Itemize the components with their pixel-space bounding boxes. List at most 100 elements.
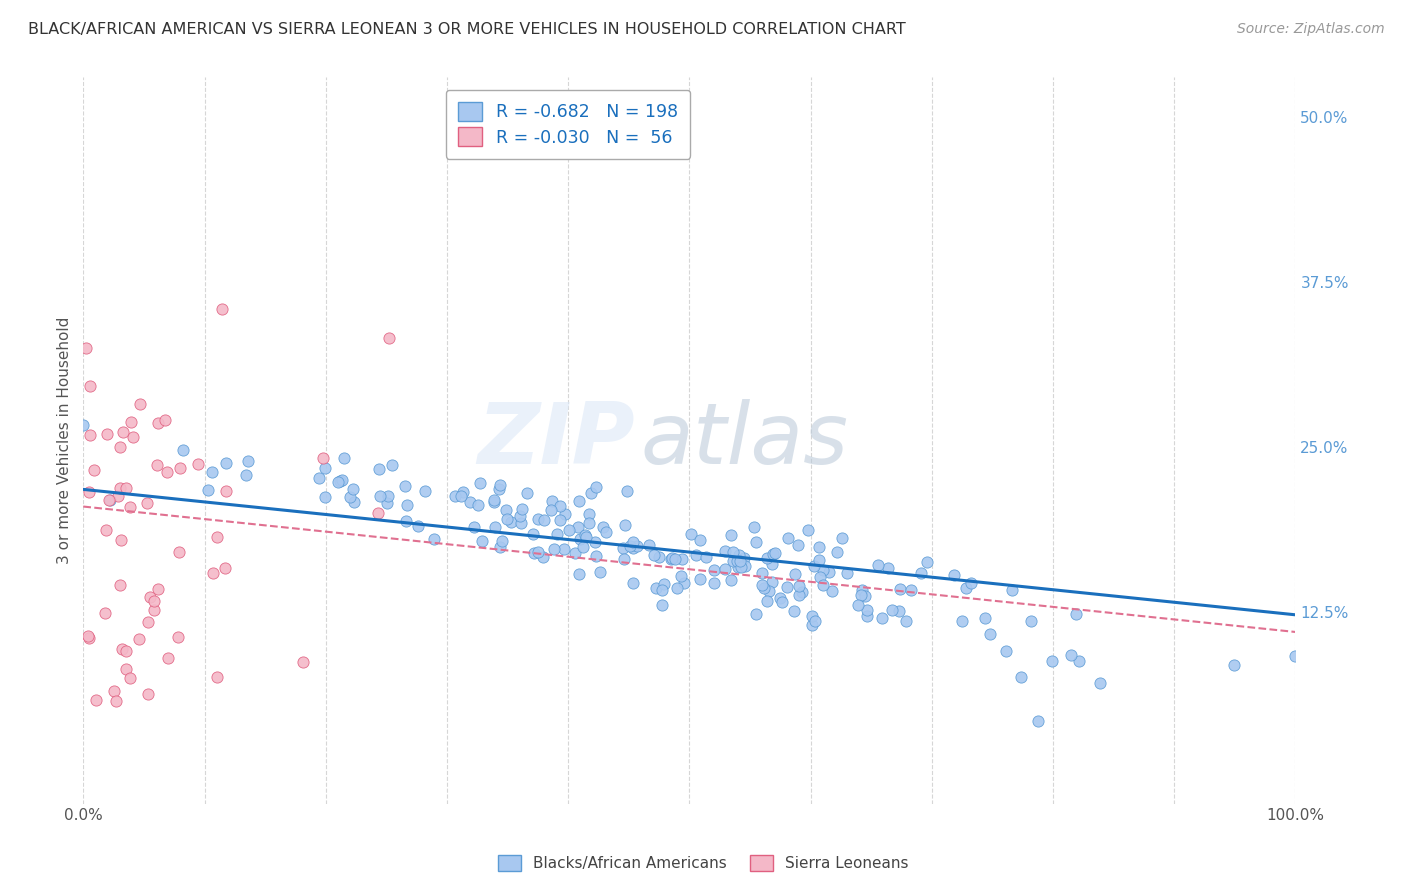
Point — [866, 558, 889, 573]
Point — [1088, 675, 1111, 690]
Point — [72, 417, 94, 432]
Point — [721, 545, 744, 559]
Point — [644, 581, 666, 595]
Point — [661, 550, 683, 565]
Point — [377, 331, 399, 345]
Point — [803, 559, 825, 574]
Legend: R = -0.682   N = 198, R = -0.030   N =  56: R = -0.682 N = 198, R = -0.030 N = 56 — [446, 90, 690, 159]
Point — [592, 520, 614, 534]
Point — [876, 560, 898, 574]
Point — [211, 301, 233, 316]
Point — [889, 582, 911, 596]
Point — [787, 538, 810, 552]
Point — [394, 479, 416, 493]
Point — [540, 503, 562, 517]
Point — [585, 549, 607, 563]
Point — [308, 471, 330, 485]
Point — [959, 575, 981, 590]
Point — [120, 415, 142, 429]
Point — [1064, 607, 1087, 621]
Point — [853, 589, 876, 603]
Point — [725, 553, 748, 567]
Point — [568, 494, 591, 508]
Point — [187, 457, 209, 471]
Text: BLACK/AFRICAN AMERICAN VS SIERRA LEONEAN 3 OR MORE VEHICLES IN HOUSEHOLD CORRELA: BLACK/AFRICAN AMERICAN VS SIERRA LEONEAN… — [28, 22, 905, 37]
Point — [531, 549, 554, 564]
Point — [751, 577, 773, 591]
Point — [880, 603, 903, 617]
Point — [314, 461, 336, 475]
Point — [105, 694, 128, 708]
Point — [201, 465, 224, 479]
Point — [533, 513, 555, 527]
Point — [727, 559, 749, 574]
Point — [1060, 648, 1083, 663]
Point — [491, 533, 513, 548]
Point — [585, 479, 607, 493]
Point — [574, 528, 596, 542]
Point — [146, 582, 169, 597]
Point — [825, 545, 848, 559]
Point — [730, 559, 752, 574]
Point — [800, 608, 823, 623]
Point — [835, 566, 858, 580]
Point — [659, 551, 682, 566]
Point — [695, 549, 717, 564]
Point — [831, 531, 853, 545]
Point — [950, 614, 973, 628]
Point — [471, 533, 494, 548]
Point — [1019, 614, 1042, 628]
Point — [1028, 714, 1050, 728]
Point — [201, 566, 224, 580]
Point — [846, 599, 869, 613]
Point — [343, 495, 366, 509]
Point — [526, 512, 548, 526]
Point — [575, 530, 598, 544]
Point — [121, 430, 143, 444]
Point — [489, 540, 512, 554]
Point — [734, 558, 756, 573]
Point — [752, 582, 775, 596]
Point — [79, 631, 101, 645]
Point — [733, 551, 755, 566]
Point — [94, 606, 117, 620]
Point — [76, 629, 98, 643]
Point — [621, 541, 644, 555]
Point — [444, 489, 467, 503]
Point — [488, 482, 510, 496]
Text: atlas: atlas — [641, 399, 849, 482]
Point — [714, 562, 737, 576]
Point — [146, 416, 169, 430]
Point — [666, 581, 689, 595]
Point — [167, 630, 190, 644]
Point — [572, 540, 595, 554]
Point — [915, 556, 938, 570]
Point — [114, 662, 136, 676]
Point — [703, 576, 725, 591]
Point — [721, 554, 744, 568]
Point — [169, 460, 191, 475]
Point — [135, 496, 157, 510]
Point — [342, 482, 364, 496]
Point — [770, 595, 793, 609]
Point — [367, 507, 389, 521]
Point — [468, 476, 491, 491]
Point — [79, 485, 101, 500]
Y-axis label: 3 or more Vehicles in Household: 3 or more Vehicles in Household — [58, 317, 72, 565]
Point — [758, 584, 780, 599]
Point — [870, 611, 893, 625]
Point — [103, 684, 125, 698]
Point — [851, 588, 873, 602]
Point — [589, 565, 612, 579]
Point — [236, 454, 259, 468]
Point — [1001, 583, 1024, 598]
Point — [652, 576, 675, 591]
Point — [755, 594, 778, 608]
Point — [110, 533, 132, 548]
Point — [97, 492, 120, 507]
Point — [541, 494, 564, 508]
Point — [761, 557, 783, 571]
Point — [900, 583, 922, 598]
Point — [803, 614, 825, 628]
Point — [368, 489, 391, 503]
